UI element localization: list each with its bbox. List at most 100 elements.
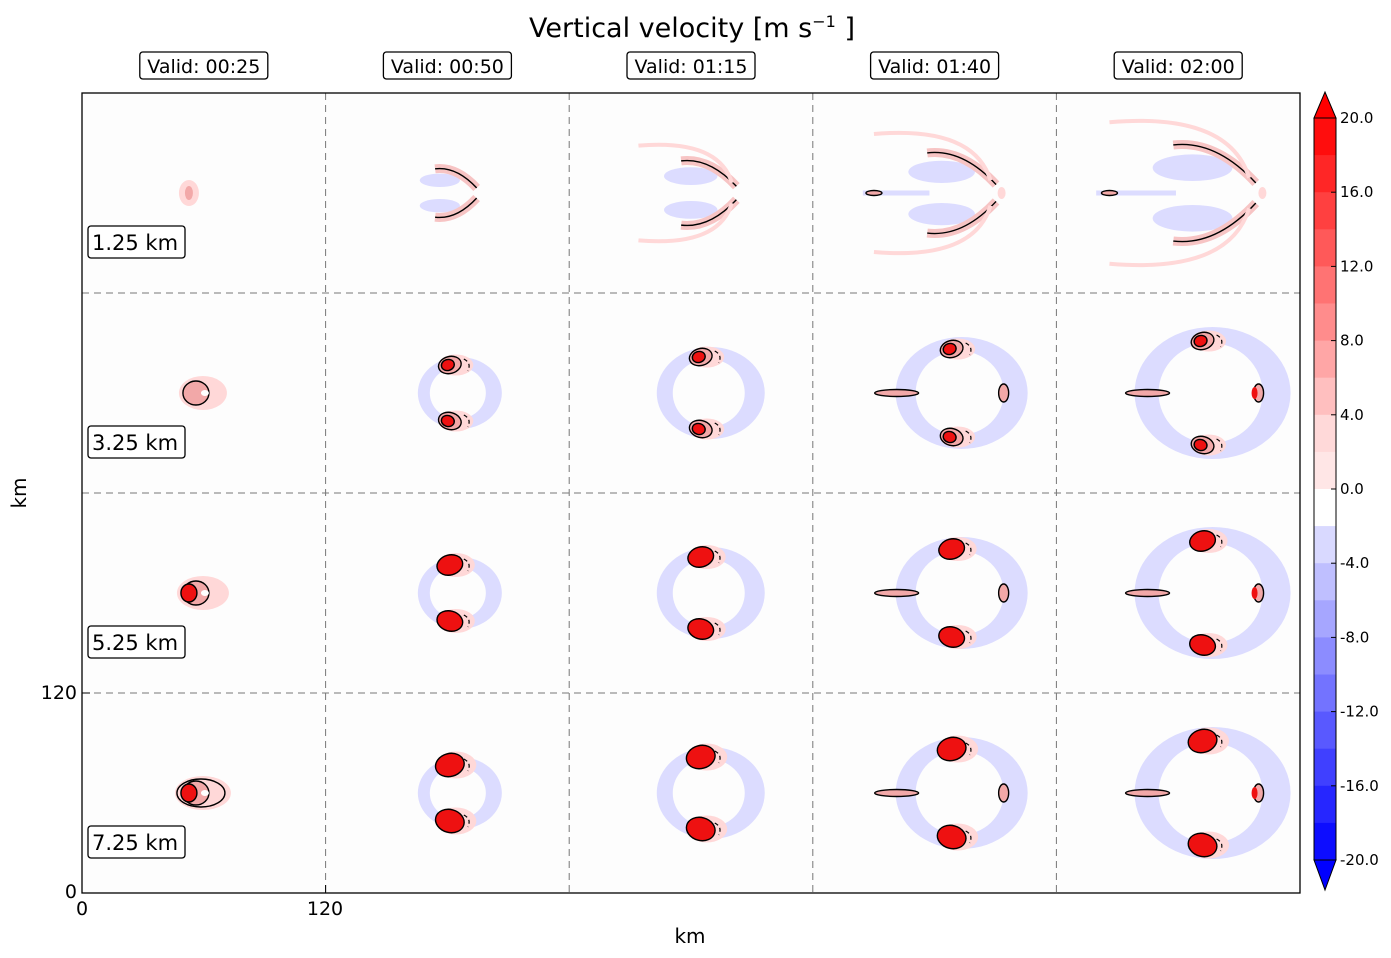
column-header-label: Valid: 00:25 xyxy=(147,56,260,78)
colorbar-bin xyxy=(1314,785,1336,824)
velocity-contour xyxy=(873,788,920,798)
colorbar-bin xyxy=(1314,526,1336,564)
column-header-label: Valid: 01:15 xyxy=(635,56,748,78)
panel xyxy=(417,354,502,432)
velocity-contour xyxy=(691,350,706,364)
velocity-contour xyxy=(1187,832,1218,858)
colorbar-bin xyxy=(1314,266,1336,304)
panel xyxy=(1096,118,1267,268)
velocity-contour xyxy=(429,367,486,419)
velocity-contour xyxy=(938,538,966,560)
column-headers: Valid: 00:25 Valid: 00:50 Valid: 01:15 Vali… xyxy=(139,51,1243,80)
colorbar-bin xyxy=(1314,414,1336,453)
colorbar-bin xyxy=(1314,563,1336,601)
panel xyxy=(656,346,765,440)
velocity-contour xyxy=(714,350,721,364)
velocity-contour xyxy=(908,202,975,226)
velocity-contour xyxy=(714,750,721,764)
colorbar-tick-label: -4.0 xyxy=(1340,554,1369,572)
velocity-contour xyxy=(463,358,470,372)
velocity-contour xyxy=(419,173,460,187)
row-level-text: 1.25 km xyxy=(92,231,178,255)
velocity-contour xyxy=(1109,207,1252,268)
velocity-contour xyxy=(915,551,1004,635)
column-header: Valid: 00:50 xyxy=(382,51,513,80)
velocity-contour xyxy=(200,790,209,796)
colorbar-tick-label: 8.0 xyxy=(1340,332,1364,350)
panel xyxy=(419,164,480,222)
panel xyxy=(417,751,502,835)
row-level-text: 7.25 km xyxy=(92,831,178,855)
row-level-label: 5.25 km xyxy=(87,625,186,659)
velocity-contour xyxy=(915,751,1004,835)
colorbar-bin xyxy=(1314,377,1336,416)
velocity-contour xyxy=(1216,838,1223,852)
colorbar-bin xyxy=(1314,711,1336,750)
velocity-contour xyxy=(685,744,716,770)
velocity-contour xyxy=(419,199,460,213)
velocity-contour xyxy=(938,626,966,648)
velocity-contour xyxy=(1109,118,1252,179)
velocity-contour xyxy=(463,558,470,572)
panel xyxy=(862,130,1006,256)
velocity-contour xyxy=(714,622,721,636)
row-level-text: 3.25 km xyxy=(92,431,178,455)
colorbar-bin xyxy=(1314,489,1336,527)
panel xyxy=(873,337,1028,449)
velocity-contour xyxy=(1158,343,1263,443)
velocity-contour xyxy=(1216,438,1223,452)
velocity-contour xyxy=(1216,534,1223,548)
row-labels: 1.25 km 3.25 km 5.25 km 7.25 km xyxy=(87,225,186,859)
velocity-contour xyxy=(664,167,718,185)
colorbar-tick-label: -16.0 xyxy=(1340,777,1379,795)
chart-title: Vertical velocity [m s−1 ] xyxy=(529,12,855,44)
panel xyxy=(178,376,227,410)
velocity-contour xyxy=(184,186,193,200)
velocity-contour xyxy=(942,430,957,444)
panel xyxy=(176,576,229,610)
velocity-contour xyxy=(1100,189,1119,197)
velocity-contour xyxy=(435,167,478,189)
velocity-contour xyxy=(1189,530,1217,552)
colorbar-bin xyxy=(1314,748,1336,787)
velocity-contour xyxy=(1158,743,1263,843)
panel xyxy=(174,776,231,810)
panel-grid xyxy=(81,93,1300,894)
velocity-contour xyxy=(1193,438,1208,452)
velocity-contour xyxy=(672,759,745,827)
velocity-contour xyxy=(1216,334,1223,348)
panel xyxy=(638,142,740,244)
panel xyxy=(656,743,765,843)
x-axis-label: km xyxy=(674,924,705,948)
column-header-label: Valid: 00:50 xyxy=(391,56,504,78)
panel xyxy=(873,537,1028,649)
y-axis: 0 120 km xyxy=(7,477,77,903)
velocity-contour xyxy=(1216,638,1223,652)
velocity-contour xyxy=(915,351,1004,435)
velocity-contour xyxy=(873,205,993,256)
velocity-contour xyxy=(638,142,734,184)
colorbar-tick-label: 4.0 xyxy=(1340,406,1364,424)
velocity-contour xyxy=(1189,634,1217,656)
panel xyxy=(1124,727,1291,859)
velocity-contour xyxy=(1251,787,1258,799)
velocity-contour xyxy=(997,583,1010,603)
colorbar-extend-min xyxy=(1313,859,1337,892)
velocity-contour xyxy=(714,422,721,436)
colorbar-tick-label: 20.0 xyxy=(1340,109,1373,127)
velocity-contour xyxy=(1216,734,1223,748)
velocity-contour xyxy=(672,359,745,427)
panel xyxy=(1124,327,1291,459)
x-tick-label: 0 xyxy=(76,898,88,920)
column-header: Valid: 00:25 xyxy=(139,51,269,80)
velocity-contour xyxy=(434,808,465,834)
velocity-contour xyxy=(965,630,972,644)
velocity-contour xyxy=(463,758,470,772)
velocity-contour xyxy=(1251,587,1258,599)
x-axis: 0 120 km xyxy=(76,898,706,948)
velocity-contour xyxy=(908,160,975,184)
row-level-label: 7.25 km xyxy=(87,825,186,859)
velocity-contour xyxy=(429,767,486,819)
x-tick-label: 120 xyxy=(307,898,343,920)
